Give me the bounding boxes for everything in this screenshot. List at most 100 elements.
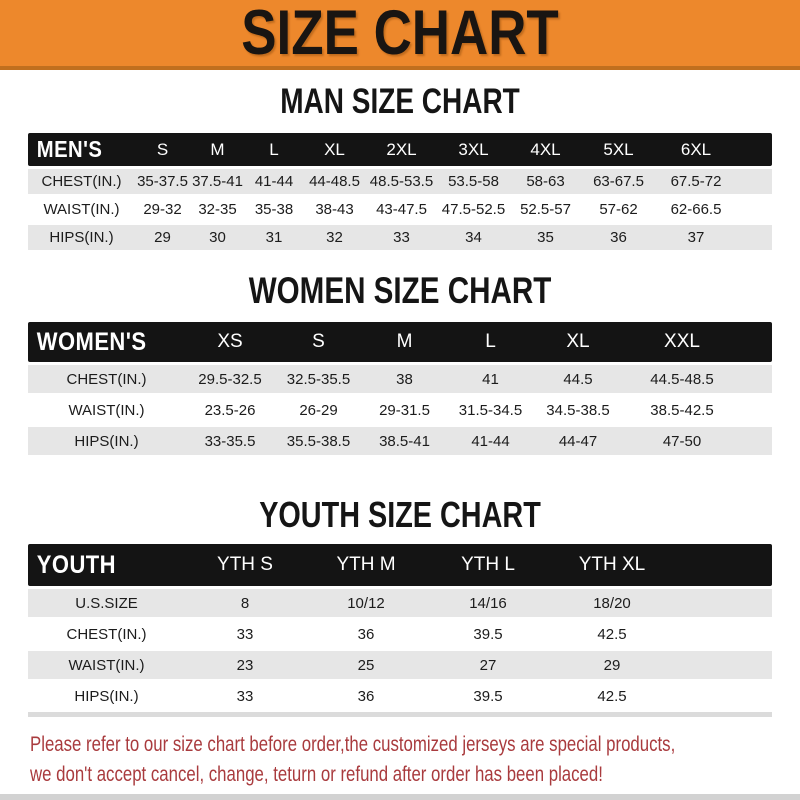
row-label: WAIST(IN.) (68, 656, 145, 674)
size-value-cell: 53.5-58 (448, 173, 499, 190)
row-label: U.S.SIZE (75, 594, 138, 612)
size-value-cell: 58-63 (526, 173, 565, 190)
row-label: HIPS(IN.) (49, 229, 114, 246)
size-value-cell: 34 (465, 229, 482, 246)
section-women: WOMEN SIZE CHART WOMEN'S XS S M L XL XXL CHEST(… (0, 272, 800, 455)
size-value-cell: 27 (479, 656, 497, 674)
banner: SIZE CHART (0, 0, 800, 70)
size-value-cell: 31.5-34.5 (458, 401, 523, 419)
size-value-cell: 23 (236, 656, 254, 674)
column-header: S (312, 331, 325, 352)
size-value-cell: 52.5-57 (520, 201, 571, 218)
size-value-cell: 29 (154, 229, 171, 246)
table-row: WAIST(IN.) 29-32 32-35 35-38 38-43 43-47.5 47.… (28, 197, 772, 222)
size-value-cell: 37.5-41 (192, 173, 243, 190)
column-header: 6XL (680, 139, 712, 159)
notice-line-2: we don't accept cancel, change, teturn o… (30, 763, 603, 786)
row-label: HIPS(IN.) (74, 687, 139, 705)
table-row: HIPS(IN.) 33 36 39.5 42.5 (28, 682, 772, 710)
size-value-cell: 14/16 (469, 594, 507, 612)
size-value-cell: 39.5 (473, 687, 503, 705)
table-row: CHEST(IN.) 33 36 39.5 42.5 (28, 620, 772, 648)
table-header-label: MEN'S (36, 136, 103, 162)
men-section-title: MAN SIZE CHART (280, 82, 520, 121)
size-value-cell: 43-47.5 (376, 201, 427, 218)
size-value-cell: 35-37.5 (137, 173, 188, 190)
size-value-cell: 36 (357, 687, 375, 705)
size-value-cell: 41-44 (254, 173, 294, 190)
size-value-cell: 33 (236, 687, 254, 705)
table-header-label: WOMEN'S (36, 327, 147, 356)
size-value-cell: 31 (265, 229, 283, 246)
column-header: 3XL (458, 139, 489, 159)
row-label: CHEST(IN.) (66, 370, 147, 388)
table-row: HIPS(IN.) 29 30 31 32 33 34 35 36 37 (28, 225, 772, 250)
size-value-cell: 38.5-42.5 (650, 401, 714, 419)
size-value-cell: 38-43 (315, 201, 354, 218)
size-value-cell: 41-44 (471, 432, 510, 450)
size-value-cell: 29.5-32.5 (198, 370, 262, 388)
column-header: YTH XL (578, 554, 646, 575)
size-value-cell: 44.5-48.5 (650, 370, 714, 388)
women-size-table: WOMEN'S XS S M L XL XXL CHEST(IN.) 29.5-32.5 32.5… (28, 322, 772, 455)
youth-size-table: YOUTH YTH S YTH M YTH L YTH XL U.S.SIZE 8 10/12… (28, 544, 772, 717)
column-header: YTH S (217, 554, 273, 575)
column-header: 5XL (603, 139, 634, 159)
size-value-cell: 37 (687, 229, 705, 246)
section-men: MAN SIZE CHART MEN'S S M L XL 2XL 3XL 4XL 5XL 6XL… (0, 84, 800, 250)
banner-title: SIZE CHART (241, 0, 559, 68)
size-value-cell: 34.5-38.5 (546, 401, 610, 419)
column-header: M (396, 331, 413, 352)
size-value-cell: 42.5 (597, 625, 627, 643)
size-value-cell: 38.5-41 (379, 432, 430, 450)
size-value-cell: 44-47 (558, 432, 598, 450)
size-value-cell: 35-38 (254, 201, 294, 218)
column-header: YTH M (336, 554, 396, 575)
table-row: WAIST(IN.) 23.5-26 26-29 29-31.5 31.5-34.5 34… (28, 396, 772, 424)
table-row: WAIST(IN.) 23 25 27 29 (28, 651, 772, 679)
size-value-cell: 33-35.5 (204, 432, 256, 450)
size-value-cell: 30 (209, 229, 226, 246)
column-header: XL (324, 139, 345, 159)
bottom-strip (0, 794, 800, 800)
size-value-cell: 42.5 (597, 687, 627, 705)
column-header: L (269, 139, 279, 159)
size-value-cell: 62-66.5 (670, 201, 722, 218)
size-value-cell: 32 (326, 229, 343, 246)
size-value-cell: 35 (537, 229, 554, 246)
size-value-cell: 44.5 (563, 370, 593, 388)
column-header: XL (566, 331, 590, 352)
table-header-row: WOMEN'S XS S M L XL XXL (28, 322, 772, 362)
size-value-cell: 36 (610, 229, 627, 246)
women-section-title: WOMEN SIZE CHART (248, 270, 552, 311)
size-value-cell: 23.5-26 (204, 401, 256, 419)
size-value-cell: 47.5-52.5 (441, 201, 506, 218)
size-value-cell: 67.5-72 (670, 173, 722, 190)
size-value-cell: 47-50 (662, 432, 702, 450)
size-value-cell: 8 (240, 594, 250, 612)
row-label: CHEST(IN.) (41, 173, 122, 190)
column-header: 4XL (530, 139, 561, 159)
youth-section-title: YOUTH SIZE CHART (259, 494, 541, 535)
size-value-cell: 39.5 (473, 625, 503, 643)
column-header: S (156, 139, 169, 159)
size-value-cell: 29 (603, 656, 621, 674)
footer-notice: Please refer to our size chart before or… (0, 730, 800, 790)
column-header: M (210, 139, 225, 159)
column-header: XS (217, 331, 243, 352)
section-youth: YOUTH SIZE CHART YOUTH YTH S YTH M YTH L YTH… (0, 497, 800, 717)
column-header: XXL (664, 331, 700, 352)
size-value-cell: 57-62 (599, 201, 638, 218)
row-label: HIPS(IN.) (74, 432, 139, 450)
size-value-cell: 29-31.5 (379, 401, 430, 419)
size-value-cell: 32-35 (198, 201, 237, 218)
size-value-cell: 26-29 (299, 401, 338, 419)
size-value-cell: 25 (357, 656, 375, 674)
row-label: WAIST(IN.) (43, 201, 120, 218)
men-size-table: MEN'S S M L XL 2XL 3XL 4XL 5XL 6XL CHEST(IN.) 35-37… (28, 133, 772, 250)
size-value-cell: 35.5-38.5 (286, 432, 351, 450)
size-value-cell: 63-67.5 (593, 173, 644, 190)
table-row: U.S.SIZE 8 10/12 14/16 18/20 (28, 589, 772, 617)
size-value-cell: 33 (236, 625, 254, 643)
